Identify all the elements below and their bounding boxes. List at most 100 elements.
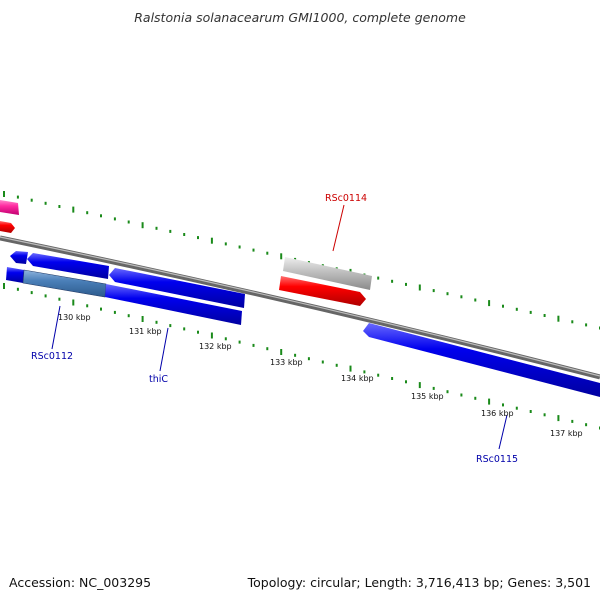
tick-lower-mark <box>391 377 394 380</box>
genome-backbone-highlight <box>0 236 600 377</box>
tick-lower-mark <box>418 382 421 389</box>
tick-label-134: 134 kbp <box>341 374 374 383</box>
tick-lower-mark <box>127 314 130 318</box>
tick-label-132: 132 kbp <box>199 342 232 351</box>
tick-lower-mark <box>377 373 380 377</box>
gene-label-thiC: thiC <box>149 374 168 385</box>
tick-upper-mark <box>197 236 199 240</box>
feature-RSc0114-red <box>279 276 366 306</box>
page-title: Ralstonia solanacearum GMI1000, complete… <box>134 10 466 25</box>
feature-blue-small-arrow <box>10 251 28 264</box>
genome-summary-text: Topology: circular; Length: 3,716,413 bp… <box>247 575 591 590</box>
tick-label-137: 137 kbp <box>550 429 583 438</box>
tick-lower-mark <box>488 398 491 405</box>
tick-label-135: 135 kbp <box>411 392 444 401</box>
tick-upper-mark <box>141 222 144 229</box>
tick-lower-mark <box>280 349 283 355</box>
tick-lower-mark <box>100 307 102 311</box>
tick-upper-mark <box>557 315 560 322</box>
tick-lower-mark <box>460 393 463 397</box>
feature-blue-long-upper <box>27 253 109 279</box>
tick-label-136: 136 kbp <box>481 409 514 418</box>
feature-red-left <box>0 221 15 233</box>
tick-upper-mark <box>72 206 75 213</box>
tick-lower-mark <box>141 316 144 322</box>
tick-lower-mark <box>307 357 310 361</box>
tick-lower-mark <box>515 406 518 410</box>
accession-text: Accession: NC_003295 <box>9 575 152 590</box>
tick-lower-mark <box>585 423 588 427</box>
tick-lower-mark <box>405 380 407 384</box>
tick-upper-mark <box>474 298 477 302</box>
tick-upper-mark <box>391 279 394 283</box>
tick-upper-mark <box>155 226 158 230</box>
tick-upper-mark <box>127 220 130 224</box>
tick-track-upper <box>3 191 600 330</box>
tick-lower-mark <box>266 347 269 351</box>
tick-lower-mark <box>321 360 324 364</box>
tick-upper-mark <box>30 198 33 202</box>
tick-upper-mark <box>252 248 255 252</box>
tick-upper-mark <box>488 300 491 307</box>
tick-lower-mark <box>224 337 227 341</box>
tick-lower-mark <box>335 363 338 367</box>
tick-lower-mark <box>502 403 504 407</box>
tick-upper-mark <box>169 229 172 233</box>
gene-label-RSc0115: RSc0115 <box>476 454 518 465</box>
tick-upper-mark <box>44 201 47 205</box>
feature-thiC-lower <box>105 284 242 325</box>
tick-lower-mark <box>30 291 33 295</box>
feature-thiC-upper <box>109 268 245 308</box>
tick-upper-mark <box>502 304 504 308</box>
tick-lower-mark <box>238 340 241 344</box>
tick-upper-mark <box>571 320 574 324</box>
tick-lower-mark <box>3 283 5 289</box>
tick-upper-mark <box>446 292 449 296</box>
tick-upper-mark <box>238 245 241 249</box>
tick-upper-mark <box>418 284 421 291</box>
tick-upper-mark <box>113 217 116 221</box>
tick-lower-mark <box>474 396 477 400</box>
tick-upper-mark <box>432 289 435 293</box>
tick-upper-mark <box>460 295 463 299</box>
feature-RSc0115 <box>363 323 600 397</box>
tick-lower-mark <box>155 320 158 324</box>
tick-upper-mark <box>280 253 283 260</box>
tick-lower-mark <box>252 343 255 347</box>
tick-upper-mark <box>543 314 546 317</box>
tick-lower-mark <box>432 386 435 390</box>
leader-RSc0112 <box>51 305 61 350</box>
tick-lower-mark <box>363 370 366 374</box>
leader-RSc0114 <box>332 204 345 252</box>
tick-lower-mark <box>529 410 532 413</box>
leader-RSc0115 <box>498 414 508 450</box>
tick-lower-mark <box>543 413 546 417</box>
tick-upper-mark <box>100 214 102 218</box>
tick-upper-mark <box>266 251 269 255</box>
tick-lower-mark <box>183 327 186 331</box>
tick-lower-mark <box>349 365 352 372</box>
tick-lower-mark <box>72 299 75 306</box>
tick-lower-mark <box>44 294 47 298</box>
feature-RSc0114-pseudo <box>283 257 372 290</box>
tick-lower-mark <box>169 324 172 328</box>
tick-label-131: 131 kbp <box>129 327 162 336</box>
tick-lower-mark <box>58 297 61 301</box>
tick-track-lower <box>3 283 600 430</box>
tick-lower-mark <box>294 353 297 357</box>
genome-backbone <box>0 235 600 380</box>
tick-upper-mark <box>585 323 588 327</box>
tick-lower-mark <box>557 415 560 422</box>
tick-upper-mark <box>224 242 227 246</box>
tick-lower-mark <box>446 390 449 394</box>
tick-label-130: 130 kbp <box>58 313 91 322</box>
tick-lower-mark <box>197 330 199 334</box>
tick-lower-mark <box>571 419 574 423</box>
tick-upper-mark <box>58 205 61 208</box>
tick-label-133: 133 kbp <box>270 358 303 367</box>
tick-upper-mark <box>377 276 380 280</box>
feature-magenta-left <box>0 200 19 215</box>
tick-upper-mark <box>515 307 518 311</box>
tick-lower-mark <box>86 304 89 308</box>
